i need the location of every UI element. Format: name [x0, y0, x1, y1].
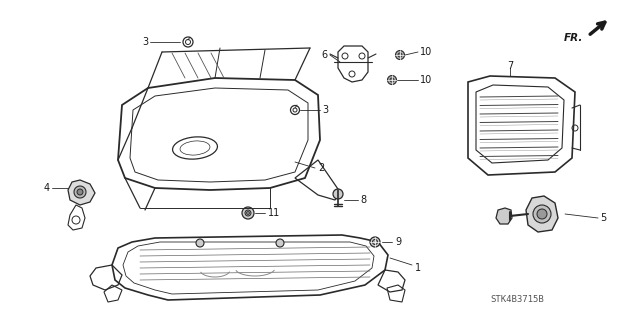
Text: FR.: FR. [564, 33, 583, 43]
Text: 11: 11 [268, 208, 280, 218]
Text: STK4B3715B: STK4B3715B [490, 295, 544, 304]
Text: 5: 5 [600, 213, 606, 223]
Polygon shape [496, 208, 512, 224]
Text: 9: 9 [395, 237, 401, 247]
Circle shape [533, 205, 551, 223]
Circle shape [537, 209, 547, 219]
Circle shape [333, 189, 343, 199]
Circle shape [74, 186, 86, 198]
Text: 10: 10 [420, 47, 432, 57]
Circle shape [245, 210, 251, 216]
Circle shape [242, 207, 254, 219]
Circle shape [276, 239, 284, 247]
Polygon shape [68, 180, 95, 205]
Text: 1: 1 [415, 263, 421, 273]
Text: 4: 4 [44, 183, 50, 193]
Text: 6: 6 [322, 50, 328, 60]
Text: 8: 8 [360, 195, 366, 205]
Circle shape [390, 78, 394, 82]
Circle shape [196, 239, 204, 247]
Circle shape [77, 189, 83, 195]
Text: 10: 10 [420, 75, 432, 85]
Circle shape [396, 50, 404, 60]
Circle shape [372, 240, 378, 244]
Circle shape [387, 76, 397, 85]
Text: 3: 3 [322, 105, 328, 115]
Circle shape [370, 237, 380, 247]
Circle shape [398, 53, 402, 57]
Text: 2: 2 [318, 163, 324, 173]
Text: 3: 3 [142, 37, 148, 47]
Polygon shape [526, 196, 558, 232]
Circle shape [246, 211, 250, 214]
Text: 7: 7 [507, 61, 513, 71]
